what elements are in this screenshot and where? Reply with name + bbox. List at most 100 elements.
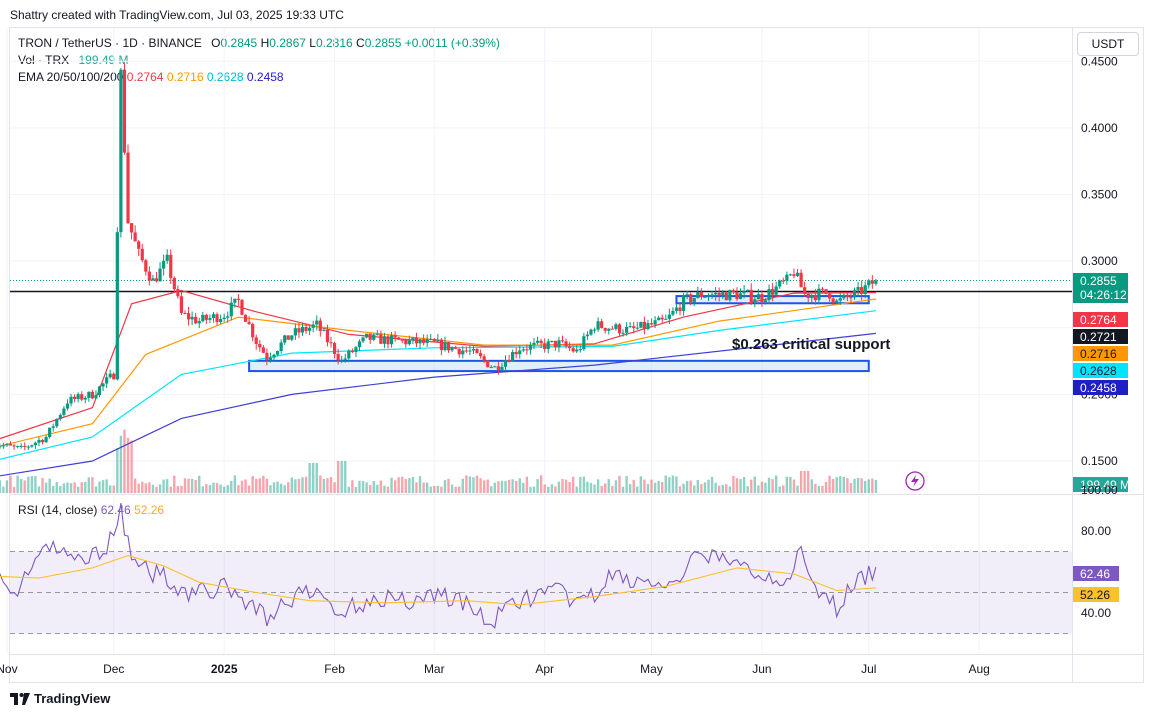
rsi-label[interactable]: RSI (14, close) (18, 503, 98, 517)
candle-body (642, 321, 646, 329)
candle-body (422, 339, 426, 343)
candle-body (286, 335, 290, 340)
candle-body (553, 340, 557, 348)
candle-body (603, 327, 607, 331)
volume-bar (532, 486, 536, 493)
candle-body (528, 344, 533, 350)
volume-bar (48, 478, 51, 493)
candle-body (813, 294, 817, 301)
volume-bar (828, 475, 831, 493)
candle-body (767, 289, 771, 301)
price-tag: 0.2458 (1073, 380, 1128, 395)
candle-body (450, 347, 454, 351)
candle-body (486, 360, 490, 368)
candle-body (735, 292, 739, 300)
volume-bar (856, 477, 860, 493)
volume-label[interactable]: Vol · TRX (18, 53, 70, 67)
volume-bar (205, 484, 208, 493)
candle-body (628, 326, 632, 328)
candle-body (842, 294, 846, 299)
candle-body (397, 337, 401, 340)
candle-body (439, 339, 444, 351)
ema-line: EMA 20/50/100/200 0.2764 0.2716 0.2628 0… (18, 70, 284, 84)
volume-bar (247, 485, 251, 493)
candle-body (283, 335, 287, 343)
candle-body (685, 294, 689, 296)
candle-body (592, 329, 597, 331)
rsi-tick-label: 80.00 (1081, 524, 1111, 538)
price-tag-label: 0.2855 (1080, 274, 1117, 288)
open-value: 0.2845 (220, 36, 258, 50)
price-tag-label: 0.2628 (1080, 364, 1117, 378)
volume-bar (133, 478, 137, 493)
candle-body (831, 298, 835, 303)
price-tick-label: 0.3500 (1081, 188, 1118, 202)
candle-body (154, 278, 159, 282)
candle-body (329, 342, 333, 344)
ema200-value: 0.2458 (246, 70, 284, 84)
volume-bar (767, 477, 771, 493)
candle-body (852, 290, 857, 298)
candle-body (518, 350, 522, 355)
volume-bar (354, 486, 358, 493)
candle-body (607, 328, 611, 331)
candle-body (717, 292, 721, 295)
volume-bar (468, 476, 472, 493)
volume-bar (475, 475, 479, 493)
volume-bar (80, 482, 83, 493)
symbol-title[interactable]: TRON / TetherUS · 1D · BINANCE (18, 36, 202, 50)
volume-bar (329, 477, 333, 493)
candle-body (290, 335, 294, 340)
candle-body (48, 427, 52, 437)
candle-body (229, 302, 233, 317)
candle-body (293, 328, 297, 336)
rsi-tag-label: 52.26 (1080, 588, 1110, 602)
volume-bar (105, 479, 108, 493)
volume-bar (404, 478, 407, 493)
candle-body (94, 395, 98, 399)
rsi-tag-bg (1073, 566, 1119, 581)
price-tag-bg (1073, 312, 1128, 327)
candle-body (621, 332, 625, 334)
volume-bar (547, 486, 550, 493)
candle-body (660, 317, 664, 320)
volume-bar (867, 479, 870, 493)
volume-bar (611, 486, 614, 493)
volume-bar (165, 479, 169, 493)
price-tag-bg (1073, 363, 1128, 378)
currency-button[interactable]: USDT (1077, 32, 1139, 56)
volume-bar (62, 483, 66, 493)
volume-bar (41, 477, 44, 493)
candle-body (389, 335, 394, 345)
volume-bar (176, 485, 180, 493)
ema-line-ema50 (0, 298, 876, 447)
volume-bar (732, 475, 735, 493)
volume-bar (144, 483, 148, 493)
candle-body (429, 338, 433, 340)
candle-body (475, 349, 479, 354)
change-value: +0.0011 (+0.39%) (404, 36, 500, 50)
candle-body (738, 293, 743, 300)
volume-bar (411, 476, 415, 493)
ema-label[interactable]: EMA 20/50/100/200 (18, 70, 124, 84)
volume-bar (372, 481, 375, 493)
volume-bar (230, 480, 233, 493)
candle-body (820, 288, 825, 290)
volume-bar (525, 476, 529, 493)
volume-bar (607, 479, 610, 493)
volume-bar (304, 476, 308, 493)
time-tick-label: Aug (968, 662, 989, 676)
volume-bar (27, 476, 30, 493)
volume-bar (764, 482, 767, 493)
volume-bar (158, 484, 162, 493)
volume-bar (493, 482, 497, 493)
tradingview-footer[interactable]: TradingView (10, 691, 110, 706)
volume-bar (824, 481, 828, 493)
volume-bar (678, 486, 682, 493)
volume-bar (251, 475, 254, 493)
candle-body (126, 152, 130, 224)
candle-body (443, 342, 447, 351)
volume-bar (312, 463, 315, 493)
candle-body (190, 316, 194, 320)
